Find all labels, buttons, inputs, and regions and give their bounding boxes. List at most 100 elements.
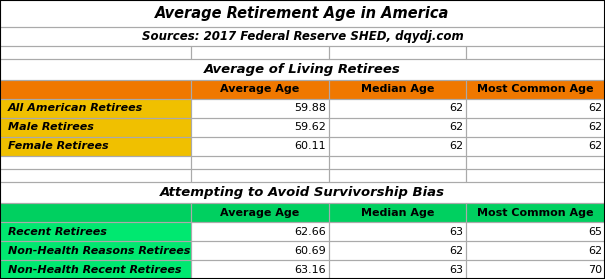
Bar [466, 80, 605, 99]
Text: 62: 62 [588, 122, 602, 132]
Bar [191, 241, 329, 260]
Bar [329, 260, 466, 279]
Bar [191, 156, 329, 169]
Text: Sources: 2017 Federal Reserve SHED, dqydj.com: Sources: 2017 Federal Reserve SHED, dqyd… [142, 30, 463, 43]
Bar [466, 118, 605, 137]
Text: Most Common Age: Most Common Age [477, 84, 594, 94]
Bar [0, 99, 191, 118]
Bar [466, 156, 605, 169]
Bar [329, 118, 466, 137]
Bar [466, 156, 605, 169]
Bar [466, 45, 605, 59]
Bar [0, 156, 191, 169]
Bar [329, 80, 466, 99]
Bar [191, 260, 329, 279]
Text: 60.11: 60.11 [294, 141, 325, 151]
Bar [191, 45, 329, 59]
Bar [329, 137, 466, 156]
Text: 59.88: 59.88 [294, 103, 325, 113]
Bar [0, 203, 191, 222]
Bar [329, 156, 466, 169]
Bar [329, 99, 466, 118]
Bar [466, 203, 605, 222]
Bar [0, 0, 605, 27]
Text: Average of Living Retirees: Average of Living Retirees [204, 63, 401, 76]
Bar [191, 137, 329, 156]
Bar [329, 118, 466, 137]
Bar [0, 169, 191, 182]
Bar [191, 80, 329, 99]
Bar [191, 137, 329, 156]
Bar [329, 260, 466, 279]
Bar [329, 241, 466, 260]
Bar [329, 99, 466, 118]
Text: 70: 70 [588, 264, 602, 275]
Bar [466, 203, 605, 222]
Text: All American Retirees: All American Retirees [8, 103, 143, 113]
Bar [466, 260, 605, 279]
Bar [466, 260, 605, 279]
Text: Average Age: Average Age [220, 208, 299, 218]
Bar [191, 99, 329, 118]
Bar [329, 137, 466, 156]
Bar [466, 241, 605, 260]
Bar [466, 80, 605, 99]
Bar [466, 169, 605, 182]
Bar [0, 203, 191, 222]
Text: Recent Retirees: Recent Retirees [8, 227, 106, 237]
Bar [191, 169, 329, 182]
Bar [191, 80, 329, 99]
Bar [191, 169, 329, 182]
Text: Attempting to Avoid Survivorship Bias: Attempting to Avoid Survivorship Bias [160, 186, 445, 199]
Bar [191, 99, 329, 118]
Bar [0, 80, 191, 99]
Bar [191, 260, 329, 279]
Bar [466, 118, 605, 137]
Text: 65: 65 [588, 227, 602, 237]
Bar [0, 182, 605, 203]
Bar [0, 222, 191, 241]
Bar [0, 182, 605, 203]
Bar [0, 137, 191, 156]
Text: Female Retirees: Female Retirees [8, 141, 108, 151]
Text: 63: 63 [450, 227, 463, 237]
Bar [0, 80, 191, 99]
Text: Median Age: Median Age [361, 84, 434, 94]
Text: 62: 62 [450, 141, 463, 151]
Bar [329, 203, 466, 222]
Bar [191, 118, 329, 137]
Bar [191, 45, 329, 59]
Bar [0, 169, 191, 182]
Bar [0, 156, 191, 169]
Bar [466, 169, 605, 182]
Text: Male Retirees: Male Retirees [8, 122, 94, 132]
Bar [0, 137, 191, 156]
Text: Non-Health Reasons Retirees: Non-Health Reasons Retirees [8, 246, 190, 256]
Bar [329, 222, 466, 241]
Bar [0, 118, 191, 137]
Bar [191, 156, 329, 169]
Text: 59.62: 59.62 [294, 122, 325, 132]
Text: Median Age: Median Age [361, 208, 434, 218]
Bar [191, 203, 329, 222]
Bar [0, 27, 605, 45]
Bar [329, 169, 466, 182]
Bar [191, 118, 329, 137]
Bar [329, 45, 466, 59]
Bar [466, 137, 605, 156]
Bar [0, 260, 191, 279]
Bar [0, 59, 605, 80]
Text: 62: 62 [450, 122, 463, 132]
Bar [466, 222, 605, 241]
Text: Average Age: Average Age [220, 84, 299, 94]
Bar [191, 203, 329, 222]
Bar [0, 118, 191, 137]
Bar [0, 222, 191, 241]
Bar [466, 241, 605, 260]
Bar [466, 99, 605, 118]
Text: Most Common Age: Most Common Age [477, 208, 594, 218]
Bar [0, 241, 191, 260]
Bar [466, 99, 605, 118]
Text: 62: 62 [450, 103, 463, 113]
Bar [329, 222, 466, 241]
